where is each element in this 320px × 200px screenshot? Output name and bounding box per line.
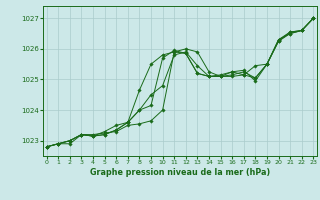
X-axis label: Graphe pression niveau de la mer (hPa): Graphe pression niveau de la mer (hPa) (90, 168, 270, 177)
